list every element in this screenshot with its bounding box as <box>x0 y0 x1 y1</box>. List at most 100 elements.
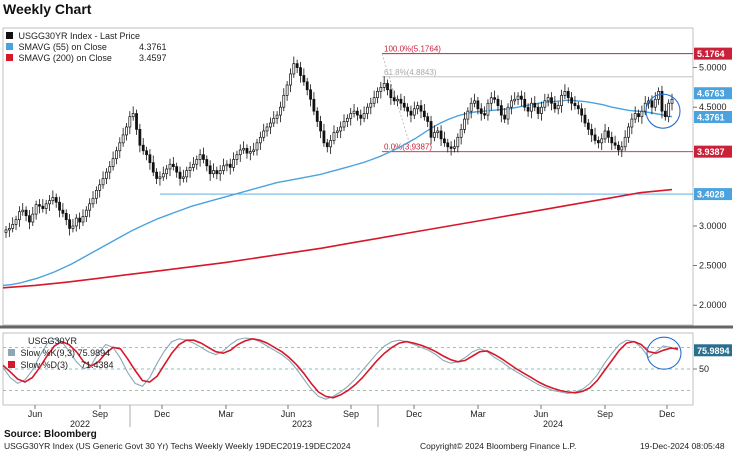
candle-up <box>345 117 349 122</box>
candle-down <box>550 97 553 104</box>
candle-up <box>332 132 336 141</box>
candle-up <box>603 130 607 140</box>
candle-down <box>446 142 450 148</box>
candle-down <box>536 106 540 114</box>
candle-up <box>115 150 118 160</box>
candle-down <box>443 138 446 144</box>
candle-down <box>28 215 31 223</box>
legend-row-slowk: Slow %K(9,3) 75.9894 <box>8 348 110 358</box>
candle-down <box>38 204 41 207</box>
candle-down <box>155 171 158 179</box>
candle-down <box>215 170 219 175</box>
x-month-label: Sep <box>343 409 359 419</box>
legend-row-slowd: Slow %D(3) 71.4384 <box>8 360 114 370</box>
candle-up <box>131 113 135 118</box>
price-tag-box <box>694 87 732 100</box>
candle-up <box>372 97 376 104</box>
candle-up <box>255 142 259 151</box>
candle-up <box>653 98 657 108</box>
candle-up <box>489 97 493 104</box>
candle-up <box>620 146 624 151</box>
candle-up <box>667 102 671 118</box>
price-tag-label: 5.1764 <box>697 49 725 59</box>
candle-up <box>91 197 95 205</box>
candle-up <box>84 209 88 217</box>
candle-down <box>422 110 426 118</box>
candle-up <box>275 114 279 119</box>
candle-down <box>302 75 306 83</box>
legend-row-sma55: SMAVG (55) on Close 4.3761 <box>6 42 167 52</box>
candle-up <box>416 105 420 110</box>
candle-up <box>31 213 35 223</box>
candle-up <box>94 190 98 199</box>
candle-up <box>289 73 292 86</box>
candle-down <box>64 212 68 221</box>
candle-down <box>660 91 664 112</box>
x-month-label: Dec <box>154 409 171 419</box>
candle-down <box>429 121 433 138</box>
x-month-label: Mar <box>470 409 486 419</box>
candle-up <box>627 126 630 138</box>
sma200-line <box>2 188 673 289</box>
price-tag-label: 3.9387 <box>697 147 725 157</box>
candle-up <box>412 108 416 116</box>
candle-down <box>663 110 667 118</box>
candle-up <box>560 94 563 106</box>
candle-down <box>138 129 142 146</box>
legend-swatch-slowd <box>8 361 15 368</box>
candle-down <box>583 114 587 124</box>
candle-up <box>11 224 15 229</box>
candle-up <box>212 170 215 175</box>
candle-down <box>496 98 500 106</box>
candle-up <box>600 138 604 144</box>
candle-down <box>610 136 614 144</box>
fib-level-label: 0.0%(3.9387) <box>384 143 432 152</box>
y-tick-label: 3.0000 <box>699 221 727 231</box>
x-month-label: Jun <box>281 409 296 419</box>
candle-up <box>108 166 112 173</box>
candle-up <box>168 163 172 170</box>
candle-down <box>617 144 620 151</box>
candle-up <box>192 163 195 168</box>
x-month-label: Sep <box>597 409 613 419</box>
candle-up <box>516 95 520 100</box>
candle-up <box>486 102 490 116</box>
candle-down <box>386 83 389 91</box>
candle-down <box>54 197 58 203</box>
legend-swatch-price <box>6 32 13 39</box>
candle-down <box>319 121 322 132</box>
candle-up <box>513 98 517 102</box>
candle-up <box>7 228 11 231</box>
candle-up <box>279 106 282 116</box>
candle-down <box>205 159 209 167</box>
legend-swatch-sma55 <box>6 43 13 50</box>
candle-up <box>185 170 189 178</box>
candle-up <box>376 91 379 99</box>
x-month-label: Jun <box>534 409 549 419</box>
fib-level-label: 100.0%(5.1764) <box>384 45 441 54</box>
legend-label-sma55: SMAVG (55) on Close <box>18 42 107 52</box>
candle-down <box>399 98 403 104</box>
candle-down <box>426 116 430 122</box>
candle-down <box>566 91 570 99</box>
candle-down <box>499 105 503 116</box>
price-tag-label: 4.6763 <box>697 89 725 99</box>
legend-label-price: USGG30YR Index - Last Price <box>18 31 141 41</box>
slow-k-line <box>2 337 679 400</box>
candle-up <box>335 130 339 133</box>
candle-up <box>34 204 38 215</box>
chart-canvas: 5.0000 4.5000 3.0000 2.5000 2.0000 100.0%(5.1… <box>0 27 733 428</box>
x-year-label: 2022 <box>70 419 90 428</box>
candle-down <box>145 150 148 156</box>
footer-left: USGG30YR Index (US Generic Govt 30 Yr) T… <box>4 441 351 451</box>
stoch-legend-title: USGG30YR <box>28 336 78 346</box>
candle-up <box>349 113 353 119</box>
fib-diagonal <box>381 53 413 152</box>
candle-up <box>44 203 48 209</box>
candle-down <box>479 108 483 114</box>
candle-down <box>580 108 584 116</box>
candle-down <box>637 113 640 118</box>
candle-up <box>633 113 637 120</box>
candle-up <box>188 167 192 171</box>
candle-down <box>593 134 597 141</box>
